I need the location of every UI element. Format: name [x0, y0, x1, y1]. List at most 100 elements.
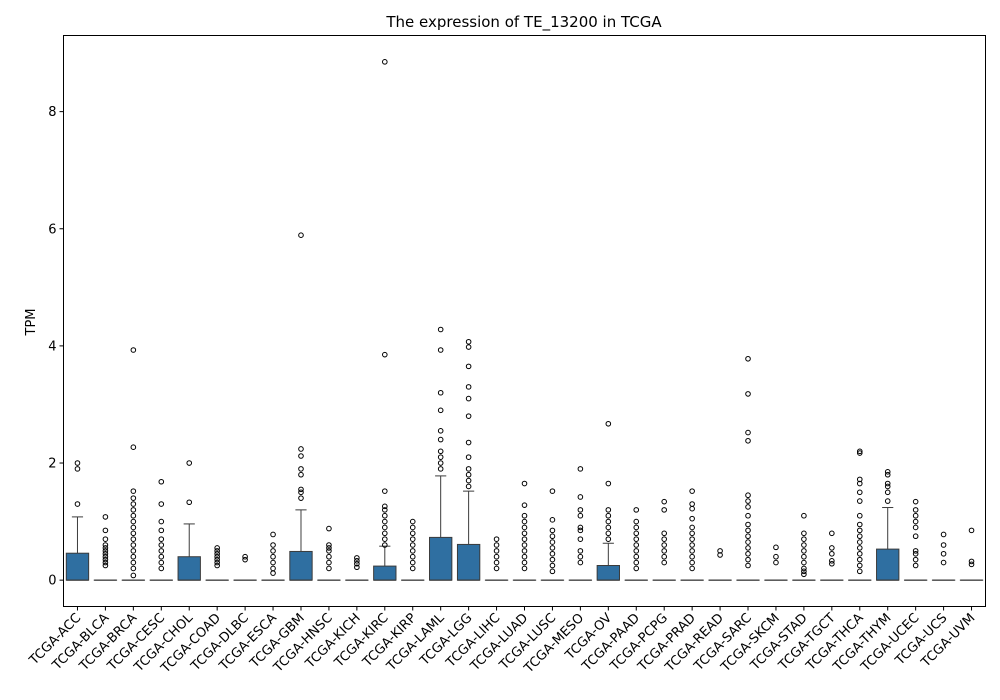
outlier-point: [382, 507, 388, 513]
box-tcga-sarc: [736, 355, 760, 581]
box-tcga-skcm: [764, 544, 788, 581]
outlier-point: [74, 460, 81, 466]
outlier-point: [130, 501, 137, 507]
outlier-point: [717, 548, 723, 554]
outlier-point: [214, 556, 220, 563]
outlier-point: [493, 548, 500, 554]
outlier-point: [102, 514, 109, 520]
outlier-point: [801, 559, 807, 566]
outlier-point: [745, 437, 751, 444]
outlier-point: [409, 565, 416, 572]
outlier-point: [801, 568, 807, 575]
outlier-point: [465, 395, 472, 402]
box-iqr: [876, 548, 900, 581]
outlier-point: [409, 536, 416, 542]
outlier-point: [801, 542, 807, 548]
outlier-point: [801, 553, 807, 560]
outlier-point: [549, 533, 556, 540]
outlier-point: [745, 545, 751, 551]
outlier-point: [158, 559, 165, 566]
box-tcga-ucs: [931, 531, 956, 581]
box-tcga-tgct: [820, 530, 844, 581]
outlier-point: [633, 559, 640, 566]
outlier-point: [549, 488, 556, 494]
outlier-point: [382, 512, 388, 519]
outlier-point: [521, 542, 528, 548]
outlier-point: [465, 344, 472, 350]
outlier-point: [493, 542, 500, 548]
box-tcga-thca: [848, 448, 872, 581]
outlier-point: [661, 530, 667, 537]
outlier-point: [745, 533, 751, 540]
box-tcga-read: [708, 548, 732, 581]
outlier-point: [633, 524, 640, 531]
outlier-point: [605, 518, 612, 525]
outlier-point: [298, 453, 304, 459]
box-tcga-ucec: [903, 498, 928, 581]
outlier-point: [158, 527, 165, 534]
y-axis-label: TPM: [24, 309, 39, 337]
outlier-point: [270, 559, 276, 566]
outlier-point: [465, 477, 472, 484]
box-iqr: [289, 550, 313, 581]
outlier-point: [605, 530, 612, 537]
outlier-point: [968, 561, 975, 568]
outlier-point: [298, 495, 304, 501]
outlier-point: [465, 454, 472, 460]
outlier-point: [968, 527, 975, 534]
outlier-point: [102, 559, 109, 566]
outlier-point: [298, 489, 304, 496]
outlier-point: [354, 564, 360, 571]
box-tcga-esca: [261, 531, 285, 581]
outlier-point: [382, 488, 388, 494]
outlier-point: [940, 542, 947, 548]
outlier-point: [102, 527, 109, 534]
outlier-point: [214, 562, 220, 569]
outlier-point: [102, 545, 109, 551]
outlier-point: [326, 548, 332, 554]
outlier-point: [409, 542, 416, 548]
outlier-point: [74, 501, 81, 507]
plot-area: [65, 59, 984, 581]
outlier-point: [829, 545, 835, 551]
outlier-point: [549, 562, 556, 569]
y-tick-label: 0: [48, 574, 56, 589]
outlier-point: [74, 466, 81, 472]
outlier-point: [884, 498, 891, 504]
outlier-point: [437, 466, 444, 472]
box-tcga-kich: [345, 555, 369, 581]
outlier-point: [856, 521, 863, 528]
outlier-point: [130, 572, 137, 579]
outlier-point: [856, 539, 863, 545]
outlier-point: [717, 552, 723, 558]
box-tcga-lgg: [456, 338, 481, 581]
outlier-point: [633, 553, 640, 560]
outlier-point: [856, 480, 863, 487]
outlier-point: [326, 525, 332, 532]
outlier-point: [214, 559, 220, 566]
outlier-point: [326, 545, 332, 551]
outlier-point: [773, 553, 779, 560]
outlier-point: [801, 530, 807, 537]
outlier-point: [633, 536, 640, 542]
outlier-point: [382, 530, 388, 537]
outlier-point: [326, 553, 332, 560]
outlier-point: [829, 550, 835, 557]
outlier-point: [689, 559, 695, 566]
outlier-point: [214, 550, 220, 557]
outlier-point: [605, 536, 612, 542]
outlier-point: [298, 486, 304, 493]
outlier-point: [912, 556, 919, 563]
outlier-point: [437, 389, 444, 396]
outlier-point: [856, 562, 863, 569]
outlier-point: [801, 548, 807, 554]
outlier-point: [856, 556, 863, 563]
outlier-point: [214, 553, 220, 560]
outlier-point: [633, 530, 640, 537]
outlier-point: [829, 558, 835, 564]
outlier-point: [270, 553, 276, 560]
outlier-point: [605, 512, 612, 519]
outlier-point: [158, 536, 165, 542]
outlier-point: [130, 495, 137, 501]
